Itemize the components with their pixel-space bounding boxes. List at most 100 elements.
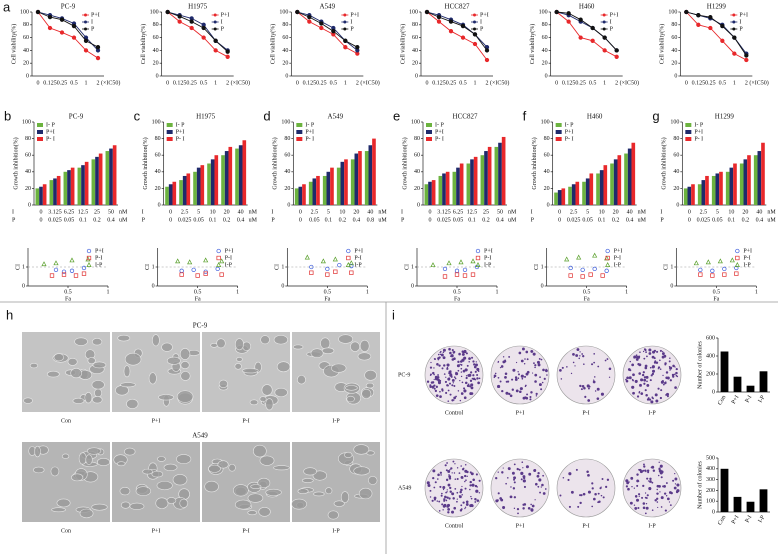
x-tick-label: 0.25	[186, 80, 197, 86]
bar	[368, 145, 373, 205]
colony	[440, 353, 444, 357]
legend-swatch	[426, 130, 432, 134]
colony	[459, 490, 462, 494]
colony	[426, 481, 430, 485]
legend-label: P+I	[565, 129, 574, 135]
x-tick-label: P-I	[745, 515, 754, 524]
colony	[539, 491, 542, 494]
legend-label: I-P	[743, 262, 751, 268]
marker	[448, 19, 454, 24]
colony	[579, 501, 582, 505]
x-tick-label: 0.1	[79, 217, 87, 223]
legend-swatch	[473, 27, 476, 31]
marker	[179, 272, 184, 277]
colony	[461, 485, 463, 488]
x-tick-label: 0.5	[713, 289, 721, 295]
colony	[519, 390, 522, 394]
y-tick-label: 200	[706, 371, 715, 377]
bar	[571, 184, 576, 205]
marker	[355, 45, 360, 50]
cell	[92, 361, 107, 369]
colony	[663, 492, 667, 495]
bar	[294, 188, 299, 205]
bar	[42, 184, 47, 205]
colony	[470, 497, 473, 500]
bar	[207, 163, 211, 205]
y-tick-label: 0	[22, 283, 25, 289]
legend-label: I-P	[225, 262, 233, 268]
colony	[440, 494, 443, 497]
image-label: P-I	[242, 528, 249, 534]
colony	[451, 492, 455, 496]
bar	[91, 159, 96, 205]
colony	[586, 384, 590, 388]
colony	[634, 495, 638, 498]
x-tick-label: 12.5	[467, 209, 478, 215]
colony	[674, 472, 676, 475]
colony	[664, 362, 667, 365]
legend-swatch	[685, 130, 692, 134]
dish	[490, 458, 550, 518]
cell	[361, 388, 372, 399]
chart-title: HCC827	[445, 3, 470, 11]
colony	[507, 467, 511, 471]
y-tick-label: 200	[706, 488, 715, 494]
colony	[471, 377, 474, 380]
bar	[428, 181, 432, 205]
bar	[759, 371, 768, 392]
colony	[652, 350, 656, 354]
x-tick-label: 5	[586, 209, 589, 215]
x-axis-label: Fa	[454, 296, 460, 302]
colony	[432, 387, 434, 389]
colony	[672, 479, 675, 482]
legend-swatch	[84, 13, 87, 17]
bar	[589, 173, 594, 205]
colony	[446, 491, 448, 493]
cell	[313, 491, 325, 497]
colony	[669, 366, 673, 370]
x-tick-label: 1	[214, 80, 217, 86]
y-axis-label: Number of colonies	[696, 461, 703, 509]
cell	[152, 334, 160, 347]
cell	[265, 488, 282, 496]
marker	[484, 48, 490, 53]
colony	[638, 391, 641, 394]
panel-letter: c	[134, 108, 141, 123]
colony	[657, 506, 659, 509]
bar	[238, 145, 243, 205]
colony	[579, 351, 581, 353]
cell	[85, 454, 93, 465]
colony	[472, 360, 475, 363]
marker	[732, 35, 737, 40]
bar	[67, 170, 71, 205]
colony	[500, 498, 504, 502]
x-tick-label: 50	[108, 209, 114, 215]
bar	[326, 171, 331, 205]
colony	[459, 379, 461, 382]
colony	[643, 463, 645, 466]
legend-swatch	[735, 248, 740, 254]
bar	[746, 385, 755, 392]
colony	[591, 363, 594, 366]
colony	[442, 348, 446, 352]
image-label: I-P	[332, 528, 340, 534]
colony	[523, 363, 526, 365]
cell	[151, 470, 164, 478]
colony	[502, 467, 504, 469]
marker	[693, 260, 699, 266]
y-tick-label: 20	[25, 186, 31, 192]
colony	[454, 377, 457, 380]
colony	[559, 369, 562, 372]
colony	[477, 381, 480, 385]
colony	[500, 365, 504, 368]
x-tick-label: 20	[353, 209, 359, 215]
legend-swatch	[86, 255, 92, 261]
legend-swatch	[426, 137, 432, 141]
bar	[49, 180, 54, 205]
marker	[349, 263, 354, 269]
colony	[446, 384, 449, 387]
colony	[654, 499, 657, 502]
x-tick-label: 20	[613, 209, 619, 215]
bar	[95, 156, 99, 205]
colony	[476, 377, 479, 380]
